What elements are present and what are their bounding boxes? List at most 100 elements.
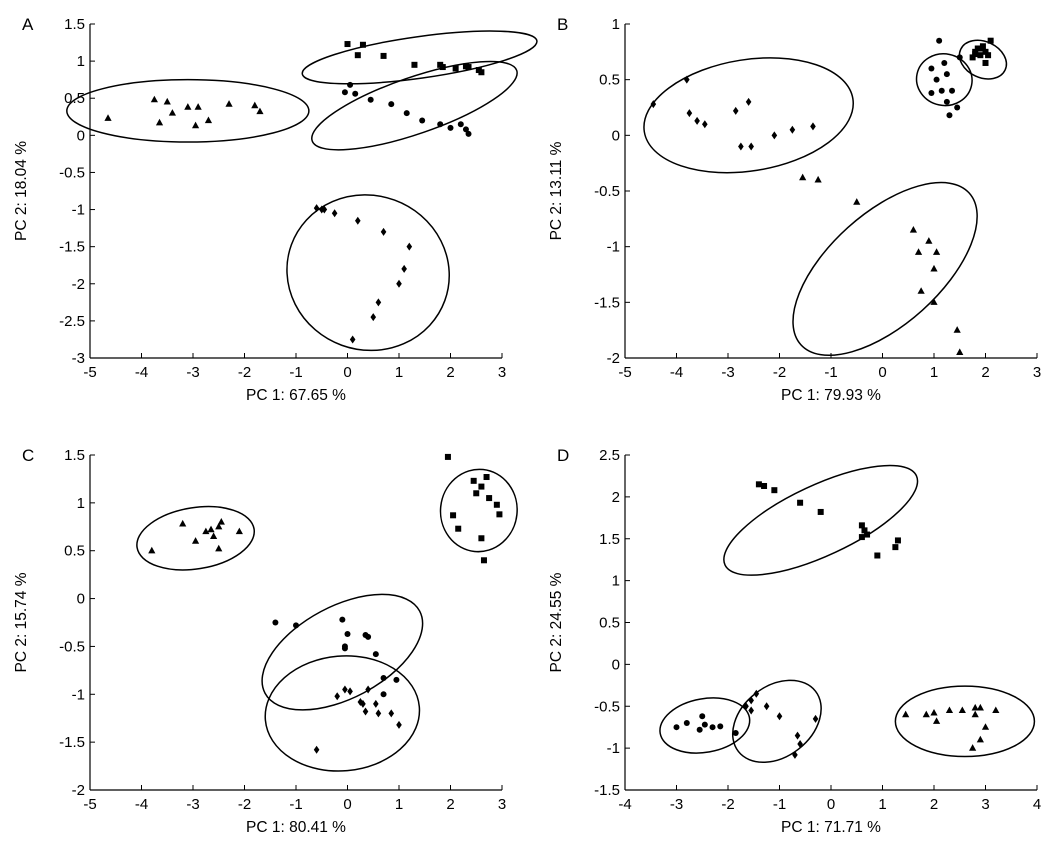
diamond-point <box>797 739 803 748</box>
triangle-point <box>210 532 218 539</box>
x-tick-label: -1 <box>773 796 786 813</box>
cluster-ellipse <box>915 53 973 107</box>
diamond-point <box>732 106 739 115</box>
square-point <box>480 557 487 564</box>
circle-point <box>462 126 469 133</box>
diamond-point <box>388 709 395 718</box>
diamond-point <box>763 702 770 711</box>
cluster-ellipse <box>659 697 751 754</box>
cluster-ellipse <box>261 593 424 711</box>
x-tick-label: -2 <box>238 796 251 813</box>
triangle-point <box>207 525 215 533</box>
square-point <box>894 537 901 544</box>
circle-point <box>352 90 359 97</box>
diamond-point <box>748 706 754 715</box>
square-point <box>439 64 446 71</box>
square-point <box>858 534 865 541</box>
x-tick-label: 1 <box>878 796 886 813</box>
triangle-point <box>251 101 259 109</box>
circle-point <box>380 675 387 682</box>
triangle-point <box>179 519 187 527</box>
diamond-point <box>401 264 407 273</box>
y-tick-label: -1 <box>72 202 85 219</box>
panel-letter: B <box>557 15 568 34</box>
cluster-ellipse <box>439 468 518 553</box>
circle-point <box>465 130 472 137</box>
circle-point <box>936 37 943 44</box>
diamond-point <box>360 699 366 708</box>
square-point <box>972 51 979 58</box>
diamond-point <box>776 712 783 721</box>
square-point <box>861 527 868 534</box>
cluster-ellipse <box>894 685 1036 758</box>
square-point <box>892 544 899 551</box>
circle-point <box>367 96 374 103</box>
cluster-ellipse <box>286 194 450 352</box>
triangle-point <box>225 100 233 107</box>
square-point <box>985 52 992 59</box>
y-tick-label: -1.5 <box>594 782 620 799</box>
y-tick-label: 1 <box>77 495 85 512</box>
triangle-point <box>953 326 961 333</box>
square-point <box>987 37 994 44</box>
x-axis-label: PC 1: 79.93 % <box>781 387 881 404</box>
y-tick-label: 2.5 <box>599 447 620 464</box>
square-point <box>478 69 485 76</box>
triangle-point <box>902 710 910 718</box>
triangle-point <box>155 118 164 126</box>
x-tick-label: -4 <box>618 796 631 813</box>
square-point <box>969 54 976 61</box>
square-point <box>977 52 984 59</box>
circle-point <box>393 676 400 683</box>
square-point <box>473 490 480 497</box>
y-tick-label: -0.5 <box>594 183 620 200</box>
panel-d: D -4 -3 -2 -1 0 1 2 3 4 -1.5 -1 -0.5 0 0.5 1 1.5 2 2.5 PC 1… <box>548 446 1041 836</box>
triangle-point <box>909 225 917 233</box>
diamond-point <box>684 75 690 84</box>
triangle-point <box>104 114 112 121</box>
diamond-point <box>771 131 778 140</box>
diamond-point <box>792 750 798 759</box>
diamond-point <box>349 335 356 344</box>
circle-point <box>946 112 953 119</box>
triangle-point <box>215 522 223 530</box>
diamond-point <box>375 709 382 718</box>
y-axis-label: PC 2: 24.55 % <box>548 572 565 672</box>
triangle-point <box>168 109 176 116</box>
triangle-point <box>922 710 930 718</box>
y-tick-label: -0.5 <box>59 164 85 181</box>
circle-point <box>457 121 464 128</box>
square-point <box>470 477 477 484</box>
circle-point <box>956 54 963 61</box>
x-tick-label: 3 <box>1033 364 1041 381</box>
diamond-point <box>375 298 382 307</box>
triangle-point <box>914 248 923 255</box>
diamond-point <box>362 707 369 716</box>
x-tick-label: -2 <box>721 796 734 813</box>
triangle-point <box>925 237 933 244</box>
y-tick-label: 0.5 <box>599 615 620 632</box>
square-point <box>455 525 462 532</box>
x-tick-label: -2 <box>238 364 251 381</box>
x-tick-label: -1 <box>824 364 837 381</box>
y-tick-label: 1 <box>77 53 85 70</box>
circle-point <box>341 645 348 652</box>
diamond-point <box>331 209 338 218</box>
circle-point <box>928 65 935 72</box>
x-tick-label: -4 <box>135 364 148 381</box>
x-tick-label: -2 <box>773 364 786 381</box>
circle-point <box>380 691 387 698</box>
x-tick-label: 0 <box>878 364 886 381</box>
diamond-point <box>347 687 353 696</box>
x-axis-label: PC 1: 80.41 % <box>246 819 346 836</box>
diamond-point <box>743 702 749 711</box>
diamond-point <box>650 100 657 109</box>
x-tick-label: -5 <box>83 364 96 381</box>
square-point <box>864 531 871 538</box>
square-point <box>496 511 503 518</box>
circle-point <box>365 633 372 640</box>
square-point <box>797 499 804 506</box>
y-tick-label: -3 <box>72 350 85 367</box>
triangle-point <box>256 107 264 115</box>
